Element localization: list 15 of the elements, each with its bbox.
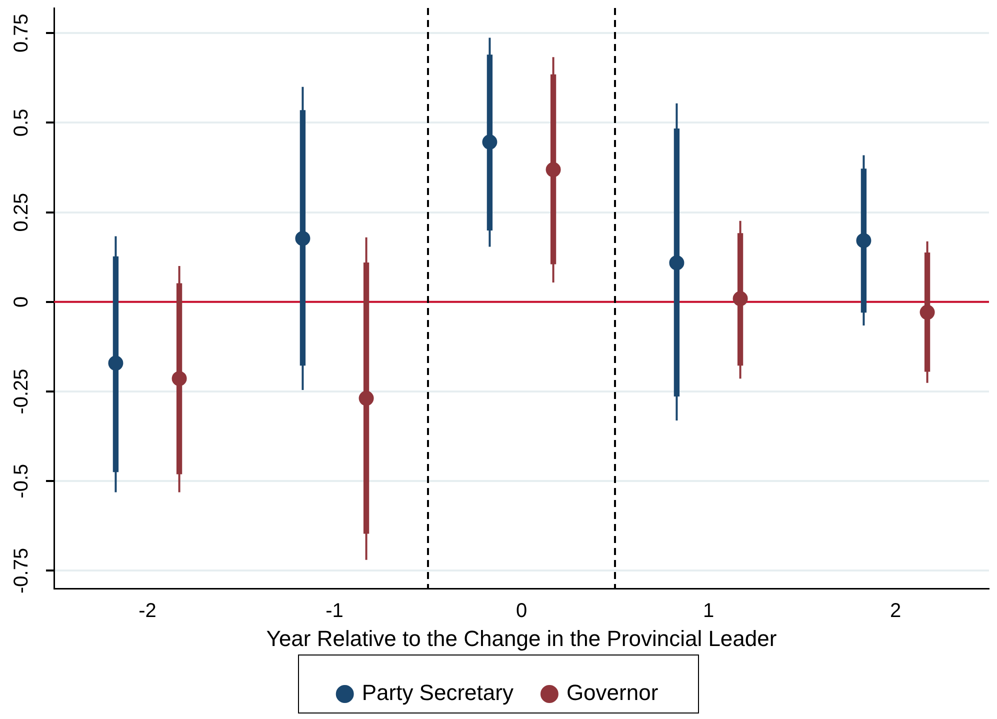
y-tick-label: 0.5 [10, 108, 33, 137]
legend-label: Party Secretary [362, 680, 514, 706]
x-axis-title: Year Relative to the Change in the Provincial Leader [266, 626, 777, 651]
y-tick-label: 0 [10, 296, 33, 308]
x-tick-label: 1 [702, 600, 714, 622]
x-tick-label: 0 [516, 600, 528, 622]
y-tick-label: 0.75 [10, 14, 33, 53]
x-tick-label: -1 [326, 600, 344, 622]
legend-label: Governor [566, 680, 658, 706]
y-tick-label: -0.25 [10, 368, 33, 414]
x-tick-label: -2 [138, 600, 156, 622]
y-tick-label: -0.5 [10, 464, 33, 498]
x-tick-label: 2 [890, 600, 902, 622]
y-tick-label: -0.75 [10, 548, 33, 594]
y-tick-label: 0.25 [10, 192, 33, 232]
